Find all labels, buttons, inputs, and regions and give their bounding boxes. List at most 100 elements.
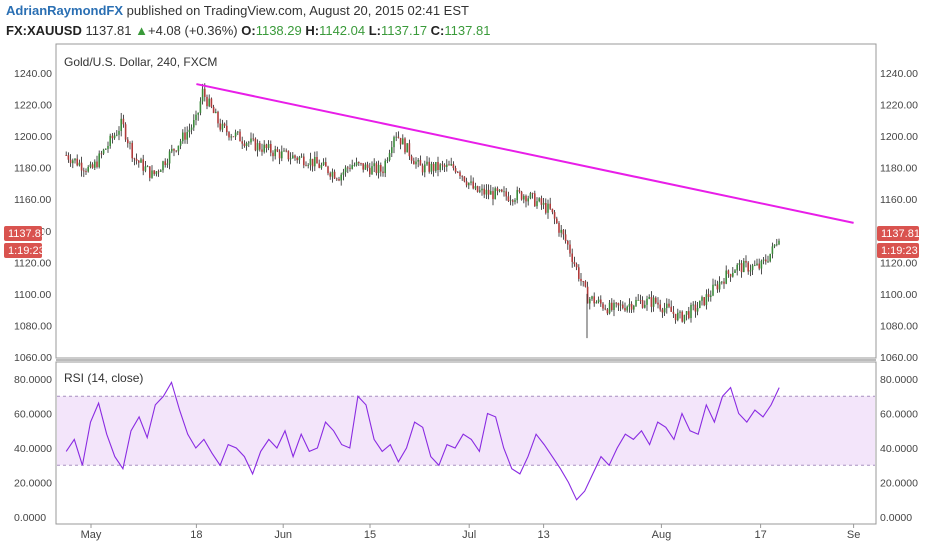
price-tick-left: 1200.00 bbox=[14, 131, 52, 143]
high-label: H: bbox=[305, 23, 320, 38]
candle bbox=[113, 132, 116, 140]
open-label: O: bbox=[241, 23, 256, 38]
candle bbox=[417, 158, 419, 168]
candle bbox=[188, 123, 191, 138]
candle bbox=[131, 140, 133, 162]
candle bbox=[657, 297, 659, 309]
candle bbox=[758, 258, 760, 271]
candle bbox=[448, 160, 450, 166]
price-tick-left: 1240.00 bbox=[14, 68, 52, 80]
candle bbox=[276, 146, 279, 153]
author-link[interactable]: AdrianRaymondFX bbox=[6, 3, 124, 18]
candle bbox=[771, 242, 774, 259]
candle bbox=[166, 158, 169, 168]
price-tick-left: 1220.00 bbox=[14, 100, 52, 112]
last-price-tag-left: 1137.81 bbox=[4, 226, 47, 241]
candle bbox=[571, 248, 573, 268]
candle bbox=[732, 267, 734, 278]
candle bbox=[685, 311, 688, 321]
candle bbox=[472, 177, 474, 190]
candle bbox=[437, 156, 439, 177]
candle bbox=[406, 143, 408, 153]
countdown-tag-left: 1:19:23 bbox=[4, 243, 45, 258]
candle bbox=[525, 194, 527, 208]
candle bbox=[690, 302, 692, 323]
candle bbox=[285, 148, 287, 153]
candle bbox=[613, 299, 615, 317]
candle bbox=[245, 141, 248, 151]
candle bbox=[404, 137, 406, 155]
candle bbox=[769, 253, 771, 263]
candle bbox=[369, 162, 371, 178]
candle bbox=[237, 130, 239, 136]
rsi-pane-frame bbox=[55, 361, 877, 525]
candle bbox=[120, 112, 122, 137]
candle bbox=[223, 122, 226, 128]
candle bbox=[659, 299, 661, 312]
candle bbox=[762, 256, 765, 265]
candle bbox=[776, 238, 778, 247]
x-tick-label: 15 bbox=[364, 529, 376, 541]
trendline[interactable] bbox=[196, 83, 854, 224]
candle bbox=[349, 164, 351, 172]
candle bbox=[322, 158, 325, 166]
x-tick-label: Aug bbox=[652, 529, 672, 541]
low-value: 1137.17 bbox=[381, 23, 428, 38]
candle bbox=[694, 300, 697, 318]
candle bbox=[523, 194, 525, 204]
candle bbox=[102, 148, 105, 156]
candle bbox=[619, 300, 622, 312]
rsi-tick-right: 0.0000 bbox=[880, 512, 912, 524]
candle bbox=[111, 132, 114, 144]
candle bbox=[589, 297, 591, 310]
candle bbox=[518, 187, 521, 194]
candle bbox=[483, 184, 485, 199]
candle bbox=[630, 301, 633, 314]
candle bbox=[611, 298, 613, 312]
candle bbox=[201, 83, 204, 105]
candle bbox=[650, 291, 653, 313]
candle bbox=[441, 160, 444, 171]
candle bbox=[578, 264, 580, 282]
candle bbox=[358, 161, 360, 167]
candle bbox=[410, 154, 413, 164]
candle bbox=[584, 280, 587, 288]
candle bbox=[699, 300, 701, 309]
candle bbox=[393, 135, 395, 154]
x-tick-label: Jul bbox=[462, 529, 476, 541]
candle bbox=[465, 177, 468, 188]
candle bbox=[419, 155, 422, 166]
candle bbox=[683, 314, 686, 324]
x-tick-label: 17 bbox=[754, 529, 766, 541]
change-value: +4.08 (+0.36%) bbox=[148, 23, 238, 38]
candle bbox=[428, 157, 430, 174]
candle bbox=[663, 302, 666, 317]
candle bbox=[749, 264, 752, 277]
candle bbox=[494, 186, 496, 200]
candle bbox=[333, 169, 336, 180]
price-tick-right: 1160.00 bbox=[880, 194, 917, 206]
candle bbox=[206, 94, 208, 110]
candle bbox=[756, 258, 758, 266]
candle bbox=[69, 154, 72, 167]
candle bbox=[193, 114, 195, 131]
candle bbox=[496, 186, 499, 196]
candle bbox=[329, 171, 331, 180]
candle bbox=[307, 163, 309, 169]
candle bbox=[153, 170, 155, 176]
candle bbox=[457, 171, 459, 174]
candle bbox=[648, 294, 650, 300]
candle bbox=[265, 143, 268, 153]
candle bbox=[564, 229, 567, 244]
price-tick-right: 1220.00 bbox=[880, 100, 918, 112]
candle bbox=[655, 296, 657, 305]
candle bbox=[168, 149, 171, 170]
candle bbox=[263, 140, 265, 154]
candle bbox=[327, 165, 329, 176]
rsi-tick-right: 80.0000 bbox=[880, 374, 918, 386]
candle bbox=[144, 160, 147, 173]
candle bbox=[540, 195, 543, 210]
candle bbox=[446, 159, 448, 172]
candle bbox=[248, 140, 250, 148]
